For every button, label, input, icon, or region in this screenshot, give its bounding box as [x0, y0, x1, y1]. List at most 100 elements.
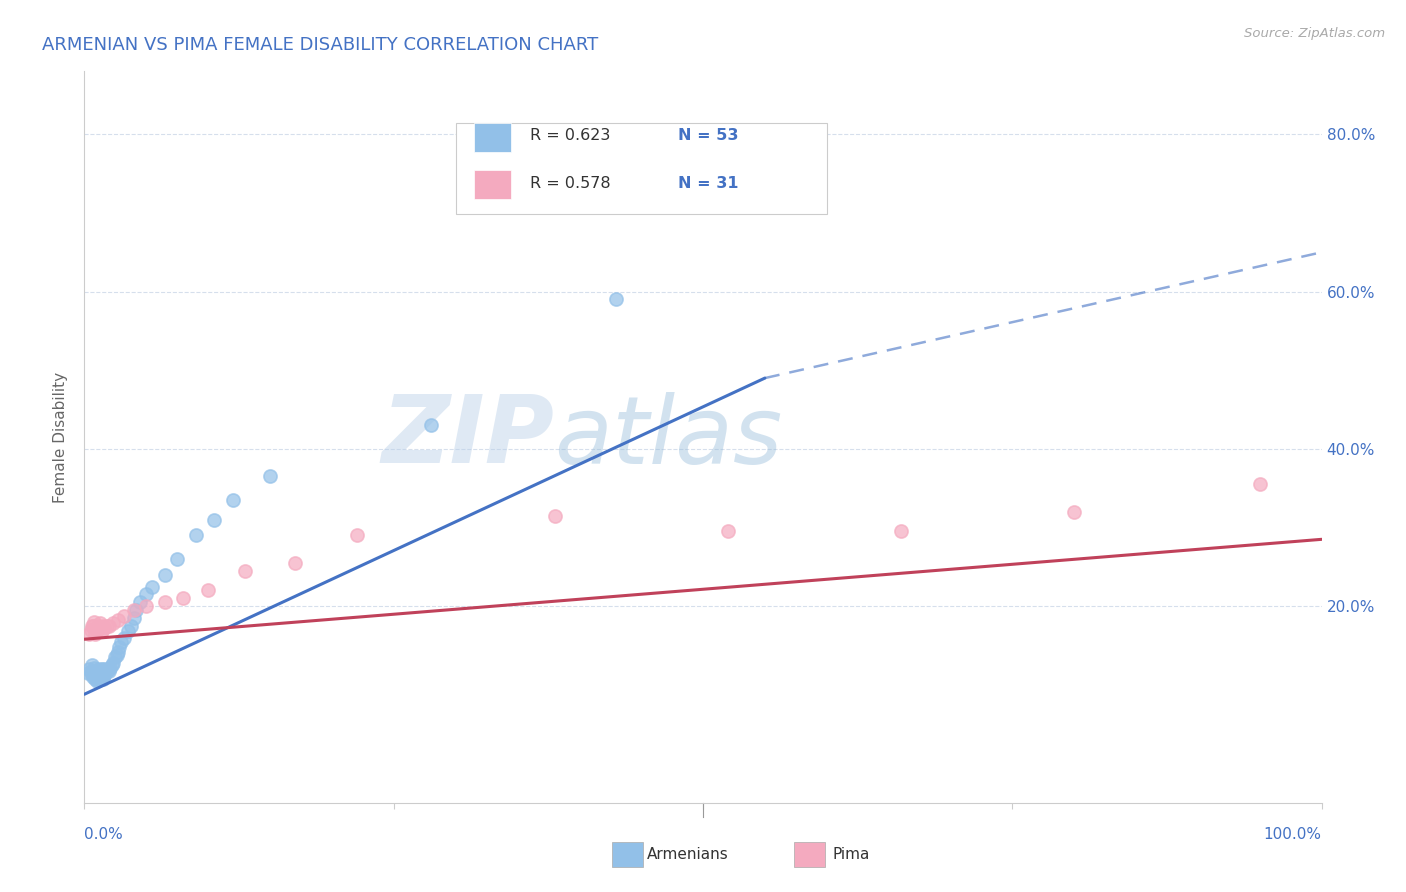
Text: ARMENIAN VS PIMA FEMALE DISABILITY CORRELATION CHART: ARMENIAN VS PIMA FEMALE DISABILITY CORRE…	[42, 36, 599, 54]
Point	[172, 591, 194, 606]
Point	[1249, 477, 1271, 491]
Point	[89, 662, 111, 676]
Text: Source: ZipAtlas.com: Source: ZipAtlas.com	[1244, 27, 1385, 40]
Point	[83, 668, 105, 682]
Point	[86, 673, 108, 688]
Point	[153, 595, 176, 609]
Point	[105, 648, 128, 662]
Text: N = 53: N = 53	[678, 128, 738, 144]
Point	[766, 162, 789, 177]
Point	[83, 615, 105, 629]
Point	[93, 662, 115, 676]
Point	[80, 658, 103, 673]
Point	[184, 528, 207, 542]
Point	[108, 640, 131, 654]
Point	[91, 664, 114, 678]
Point	[112, 631, 135, 645]
Text: R = 0.578: R = 0.578	[530, 176, 610, 191]
Text: Armenians: Armenians	[647, 847, 728, 862]
Point	[98, 619, 121, 633]
Text: 100.0%: 100.0%	[1264, 827, 1322, 841]
Point	[135, 599, 157, 614]
Point	[96, 619, 118, 633]
Point	[346, 528, 368, 542]
Point	[98, 660, 121, 674]
Point	[104, 650, 127, 665]
Point	[93, 621, 115, 635]
FancyBboxPatch shape	[474, 122, 512, 152]
Point	[98, 664, 121, 678]
Point	[202, 513, 225, 527]
Point	[135, 587, 157, 601]
FancyBboxPatch shape	[456, 122, 827, 214]
Text: N = 31: N = 31	[678, 176, 738, 191]
Point	[79, 626, 101, 640]
Point	[717, 524, 740, 539]
Point	[605, 293, 627, 307]
Point	[122, 611, 145, 625]
Point	[89, 672, 111, 686]
Point	[79, 662, 101, 676]
Point	[129, 595, 152, 609]
Point	[82, 619, 104, 633]
Point	[79, 623, 101, 637]
Point	[82, 664, 104, 678]
Point	[79, 666, 101, 681]
Point	[122, 603, 145, 617]
Point	[91, 672, 114, 686]
Point	[117, 624, 139, 639]
Point	[284, 556, 307, 570]
Point	[419, 418, 441, 433]
Text: ZIP: ZIP	[381, 391, 554, 483]
Point	[890, 524, 912, 539]
Point	[84, 664, 107, 678]
Point	[87, 664, 110, 678]
Point	[112, 608, 135, 623]
Point	[96, 664, 118, 678]
Text: R = 0.623: R = 0.623	[530, 128, 610, 144]
Point	[110, 634, 132, 648]
Point	[259, 469, 281, 483]
Point	[89, 664, 111, 678]
Point	[89, 616, 111, 631]
FancyBboxPatch shape	[474, 170, 512, 199]
Point	[197, 583, 219, 598]
Point	[166, 552, 188, 566]
Point	[153, 567, 176, 582]
Text: Pima: Pima	[832, 847, 870, 862]
Point	[80, 619, 103, 633]
Point	[125, 603, 148, 617]
Point	[107, 613, 129, 627]
Point	[233, 564, 256, 578]
Point	[93, 668, 115, 682]
Point	[86, 623, 108, 637]
Point	[222, 493, 245, 508]
Point	[89, 621, 111, 635]
Point	[543, 508, 565, 523]
Point	[87, 670, 110, 684]
Point	[101, 656, 124, 670]
Point	[97, 662, 120, 676]
Point	[86, 666, 108, 681]
Point	[87, 619, 110, 633]
Point	[83, 660, 105, 674]
Point	[1063, 505, 1085, 519]
Point	[90, 662, 112, 676]
Point	[77, 666, 100, 681]
Point	[84, 672, 107, 686]
Point	[101, 616, 124, 631]
Point	[107, 645, 129, 659]
Point	[90, 624, 112, 639]
Point	[90, 670, 112, 684]
Point	[82, 670, 104, 684]
Point	[100, 658, 122, 673]
Point	[94, 666, 117, 681]
Point	[91, 619, 114, 633]
Point	[141, 580, 163, 594]
Point	[84, 626, 107, 640]
Point	[89, 668, 111, 682]
Point	[120, 619, 142, 633]
Y-axis label: Female Disability: Female Disability	[53, 371, 69, 503]
Text: atlas: atlas	[554, 392, 783, 483]
Text: 0.0%: 0.0%	[84, 827, 124, 841]
